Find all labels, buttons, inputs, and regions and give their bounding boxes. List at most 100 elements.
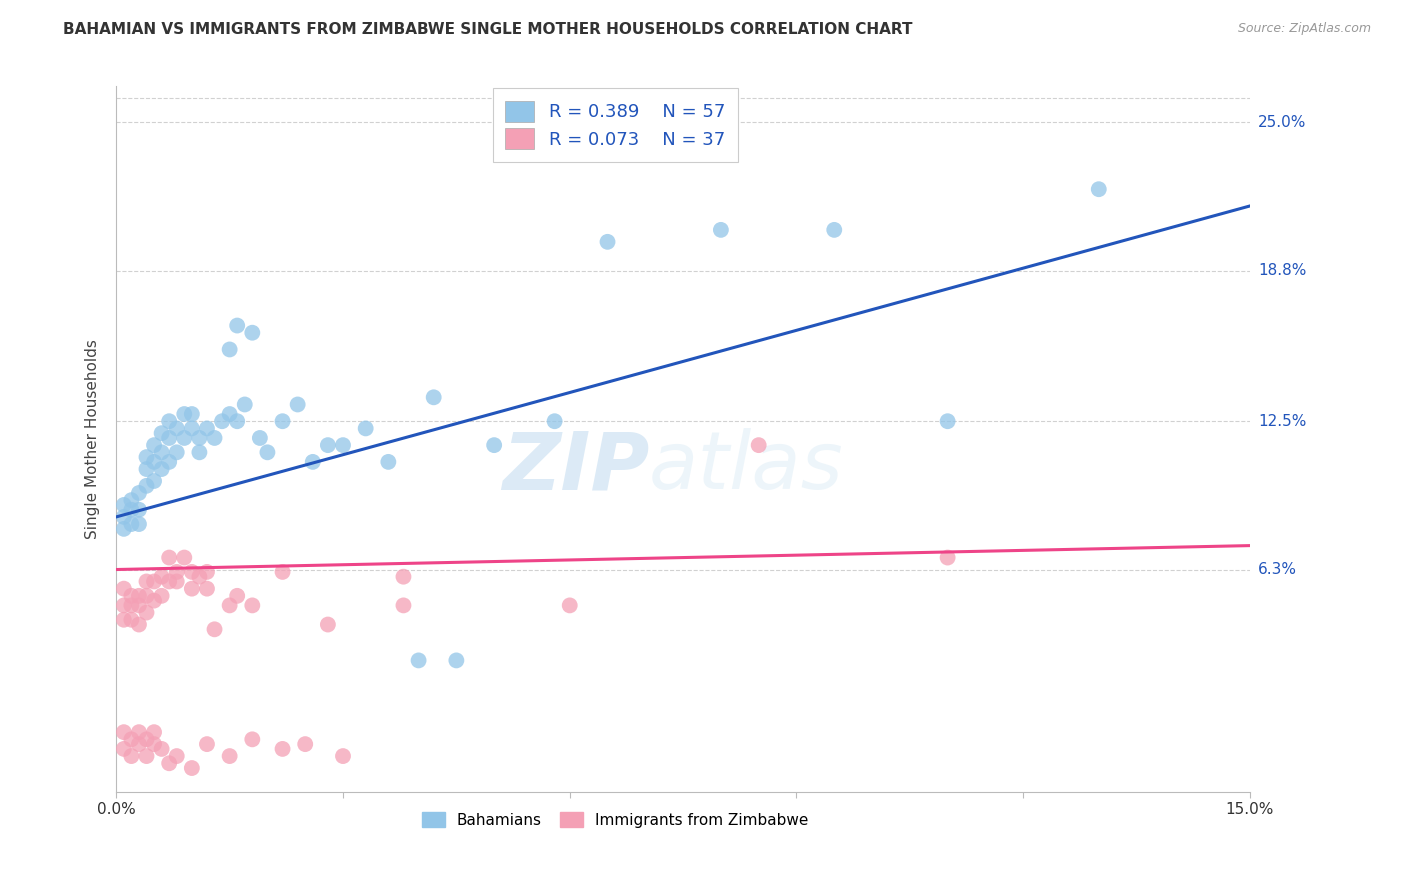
Point xyxy=(157,550,180,565)
Point xyxy=(287,397,309,411)
Point xyxy=(422,390,444,404)
Text: BAHAMIAN VS IMMIGRANTS FROM ZIMBABWE SINGLE MOTHER HOUSEHOLDS CORRELATION CHART: BAHAMIAN VS IMMIGRANTS FROM ZIMBABWE SIN… xyxy=(63,22,912,37)
Point xyxy=(157,414,180,428)
Point xyxy=(143,593,166,607)
Point xyxy=(120,749,142,764)
Point xyxy=(271,565,294,579)
Point xyxy=(112,742,135,756)
Point xyxy=(195,737,218,751)
Point xyxy=(135,462,157,476)
Point xyxy=(166,421,188,435)
Point xyxy=(135,749,157,764)
Point xyxy=(112,509,135,524)
Point xyxy=(157,431,180,445)
Point xyxy=(128,502,150,516)
Point xyxy=(195,565,218,579)
Point xyxy=(180,565,202,579)
Point xyxy=(166,565,188,579)
Point xyxy=(143,737,166,751)
Point xyxy=(823,223,845,237)
Point xyxy=(112,599,135,613)
Point xyxy=(157,455,180,469)
Text: 12.5%: 12.5% xyxy=(1258,414,1306,429)
Text: 6.3%: 6.3% xyxy=(1258,562,1298,577)
Point xyxy=(143,455,166,469)
Point xyxy=(558,599,581,613)
Point xyxy=(128,599,150,613)
Point xyxy=(271,742,294,756)
Point xyxy=(240,326,263,340)
Point xyxy=(543,414,565,428)
Text: Source: ZipAtlas.com: Source: ZipAtlas.com xyxy=(1237,22,1371,36)
Point xyxy=(233,397,256,411)
Point xyxy=(166,749,188,764)
Point xyxy=(218,343,240,357)
Point xyxy=(294,737,316,751)
Point xyxy=(173,431,195,445)
Point xyxy=(226,318,249,333)
Point xyxy=(143,574,166,589)
Point xyxy=(226,414,249,428)
Point xyxy=(195,421,218,435)
Point xyxy=(188,431,211,445)
Point xyxy=(211,414,233,428)
Point xyxy=(1087,182,1109,196)
Point xyxy=(218,407,240,421)
Point xyxy=(936,550,959,565)
Point xyxy=(482,438,505,452)
Point xyxy=(256,445,278,459)
Point xyxy=(354,421,377,435)
Point xyxy=(180,582,202,596)
Point xyxy=(112,498,135,512)
Point xyxy=(392,570,415,584)
Point xyxy=(166,445,188,459)
Point xyxy=(128,737,150,751)
Point xyxy=(112,582,135,596)
Point xyxy=(150,445,173,459)
Point xyxy=(166,574,188,589)
Point xyxy=(226,589,249,603)
Point xyxy=(446,653,468,667)
Point xyxy=(112,613,135,627)
Point xyxy=(392,599,415,613)
Point xyxy=(120,517,142,532)
Point xyxy=(135,732,157,747)
Point xyxy=(710,223,733,237)
Point xyxy=(150,589,173,603)
Point xyxy=(271,414,294,428)
Point xyxy=(173,550,195,565)
Text: ZIP: ZIP xyxy=(502,428,650,507)
Point xyxy=(135,574,157,589)
Point xyxy=(120,502,142,516)
Point xyxy=(120,732,142,747)
Point xyxy=(316,617,339,632)
Point xyxy=(128,617,150,632)
Point xyxy=(188,570,211,584)
Point xyxy=(120,589,142,603)
Point xyxy=(936,414,959,428)
Point xyxy=(120,613,142,627)
Point xyxy=(301,455,323,469)
Point xyxy=(150,426,173,441)
Point xyxy=(157,574,180,589)
Point xyxy=(143,438,166,452)
Point xyxy=(135,606,157,620)
Point xyxy=(180,407,202,421)
Point xyxy=(143,725,166,739)
Legend: Bahamians, Immigrants from Zimbabwe: Bahamians, Immigrants from Zimbabwe xyxy=(416,805,814,834)
Point xyxy=(180,421,202,435)
Point xyxy=(135,589,157,603)
Point xyxy=(377,455,399,469)
Point xyxy=(408,653,430,667)
Point xyxy=(157,756,180,771)
Point xyxy=(173,407,195,421)
Point xyxy=(748,438,770,452)
Point xyxy=(240,599,263,613)
Point xyxy=(218,749,240,764)
Point xyxy=(188,445,211,459)
Text: 25.0%: 25.0% xyxy=(1258,115,1306,129)
Point xyxy=(204,431,226,445)
Point xyxy=(150,570,173,584)
Point xyxy=(128,517,150,532)
Point xyxy=(195,582,218,596)
